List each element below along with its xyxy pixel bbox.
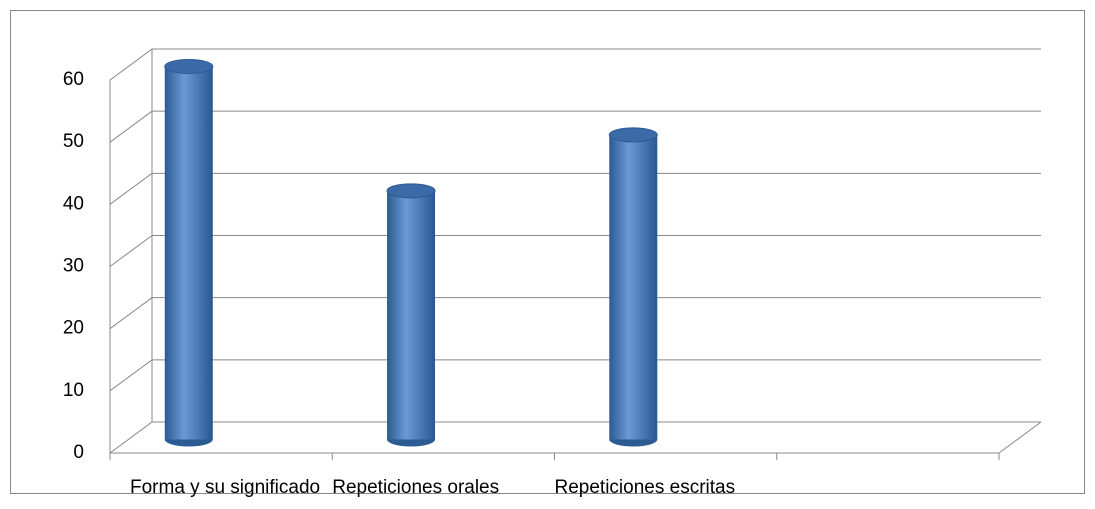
y-tick-label: 60: [63, 69, 84, 90]
grid-line: [109, 297, 1041, 330]
y-tick-label: 30: [63, 256, 84, 277]
bar-top: [164, 59, 214, 74]
grid-line: [109, 421, 1041, 454]
x-tick-label: Repeticiones orales: [332, 477, 499, 498]
floor-edge: [998, 421, 1042, 454]
bar-top: [608, 127, 658, 143]
grid-line: [109, 359, 1041, 392]
y-tick-label: 50: [63, 131, 84, 152]
bar-top: [386, 183, 436, 199]
y-tick-label: 0: [73, 442, 84, 463]
grid-line: [109, 48, 1041, 81]
y-tick-label: 10: [63, 380, 84, 401]
x-tick-label: Forma y su significado: [130, 477, 320, 498]
grid-line: [109, 110, 1041, 143]
bar: [164, 66, 213, 440]
x-tick-label: Repeticiones escritas: [555, 477, 736, 498]
grid-line: [109, 172, 1041, 205]
y-tick-label: 40: [63, 193, 84, 214]
y-tick-label: 20: [63, 318, 84, 339]
bar: [609, 134, 658, 440]
bar: [387, 190, 436, 440]
grid-line: [109, 235, 1041, 267]
